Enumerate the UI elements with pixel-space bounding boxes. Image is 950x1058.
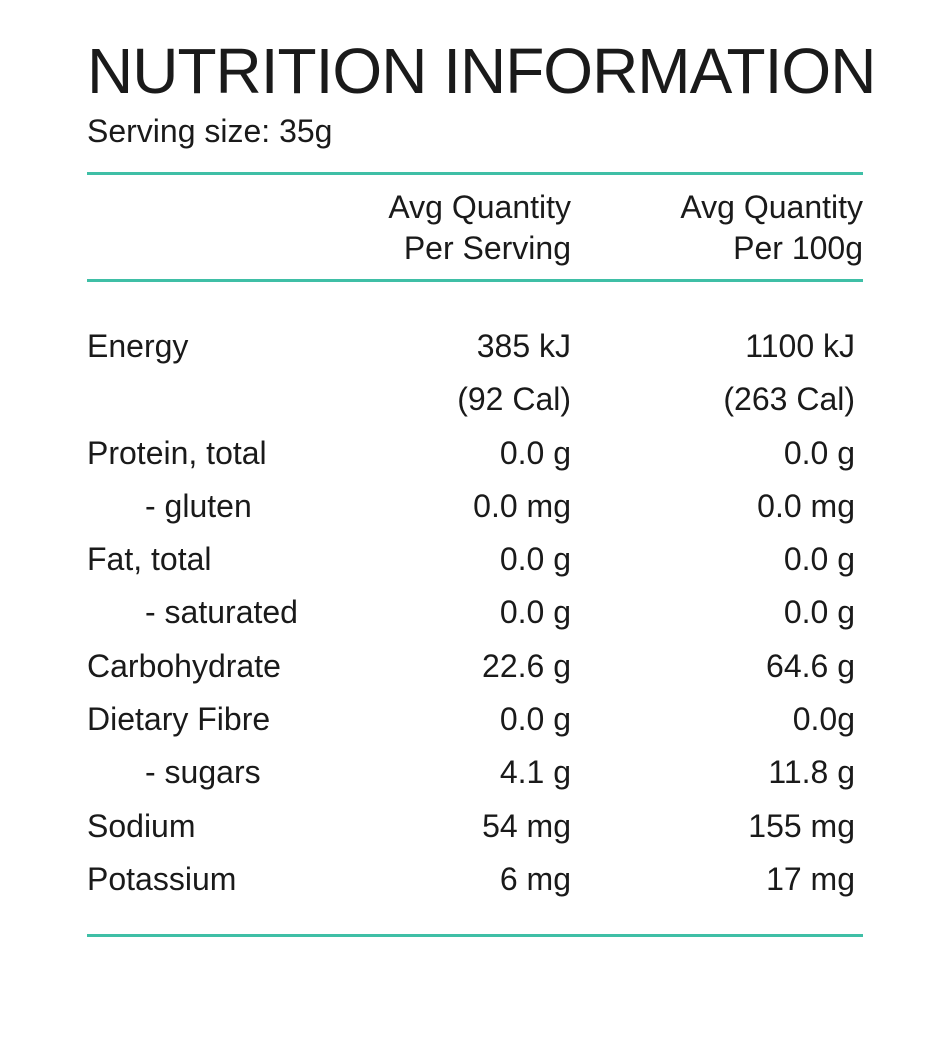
per-100g-value: 1100 kJ [745, 328, 855, 364]
serving-size: Serving size: 35g [87, 113, 333, 149]
header-per-100g: Avg Quantity Per 100g [571, 187, 863, 269]
nutrient-label: Fat, total [87, 541, 212, 578]
column-header-row: Avg Quantity Per Serving Avg Quantity Pe… [87, 187, 863, 269]
header-label-spacer [87, 187, 377, 269]
per-100g-value: 64.6 g [766, 647, 855, 684]
per-100g-value: 0.0g [792, 701, 855, 738]
nutrient-label: - gluten [145, 487, 252, 524]
header-per-100g-line1: Avg Quantity [680, 189, 863, 225]
per-serving-value: 0.0 mg [473, 487, 571, 524]
per-serving-value: 54 mg [482, 807, 571, 844]
page-title: NUTRITION INFORMATION [87, 35, 876, 107]
nutrient-label: - sugars [145, 754, 261, 791]
per-serving-value: 0.0 g [499, 541, 571, 578]
table-row: (92 Cal) (263 Cal) [87, 373, 863, 426]
per-100g-value: 0.0 mg [757, 487, 855, 524]
per-100g-value: 0.0 g [783, 594, 855, 631]
header-per-100g-line2: Per 100g [733, 230, 863, 266]
table-row: - saturated 0.0 g 0.0 g [87, 586, 863, 639]
header-per-serving-line2: Per Serving [403, 230, 571, 266]
per-100g-value: (263 Cal) [723, 381, 855, 418]
nutrient-label: Dietary Fibre [87, 701, 271, 738]
per-serving-value: 22.6 g [482, 647, 571, 684]
per-100g-value: 11.8 g [768, 754, 855, 791]
nutrient-label: Energy [87, 328, 189, 364]
table-row: Fat, total 0.0 g 0.0 g [87, 533, 863, 586]
table-row: - gluten 0.0 mg 0.0 mg [87, 480, 863, 533]
nutrition-table: Energy 385 kJ 1100 kJ (92 Cal) (263 Cal) Prot… [87, 320, 863, 906]
nutrient-label: Sodium [87, 807, 196, 844]
per-serving-value: 0.0 g [499, 701, 571, 738]
per-100g-value: 0.0 g [783, 541, 855, 578]
per-serving-value: 0.0 g [499, 434, 571, 471]
nutrient-label: Carbohydrate [87, 647, 281, 684]
nutrition-panel: NUTRITION INFORMATION Serving size: 35g … [87, 35, 876, 938]
table-row: Protein, total 0.0 g 0.0 g [87, 427, 863, 480]
per-100g-value: 0.0 g [783, 434, 855, 471]
per-100g-value: 155 mg [748, 807, 855, 844]
nutrient-label [87, 373, 377, 426]
header-per-serving-line1: Avg Quantity [388, 189, 571, 225]
header-divider [87, 279, 863, 282]
per-serving-value: (92 Cal) [457, 381, 571, 418]
nutrient-label: Potassium [87, 860, 237, 897]
per-100g-value: 17 mg [766, 860, 855, 897]
table-row: Energy 385 kJ 1100 kJ [87, 320, 863, 373]
bottom-divider [87, 934, 863, 938]
nutrient-label: Protein, total [87, 434, 267, 471]
table-row: - sugars 4.1 g 11.8 g [87, 746, 863, 799]
nutrient-label: - saturated [145, 594, 298, 631]
per-serving-value: 4.1 g [499, 754, 571, 791]
header-per-serving: Avg Quantity Per Serving [377, 187, 571, 269]
top-divider [87, 172, 863, 175]
table-row: Sodium 54 mg 155 mg [87, 800, 863, 853]
per-serving-value: 6 mg [499, 860, 571, 897]
table-row: Potassium 6 mg 17 mg [87, 853, 863, 906]
table-row: Dietary Fibre 0.0 g 0.0g [87, 693, 863, 746]
per-serving-value: 0.0 g [499, 594, 571, 631]
per-serving-value: 385 kJ [476, 328, 571, 364]
table-row: Carbohydrate 22.6 g 64.6 g [87, 640, 863, 693]
